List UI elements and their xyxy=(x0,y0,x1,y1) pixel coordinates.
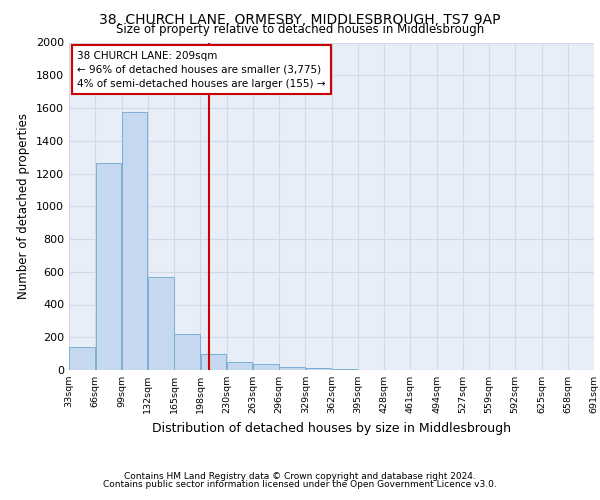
Bar xyxy=(280,366,305,370)
Bar xyxy=(95,163,121,370)
Y-axis label: Number of detached properties: Number of detached properties xyxy=(17,114,31,299)
X-axis label: Distribution of detached houses by size in Middlesbrough: Distribution of detached houses by size … xyxy=(152,422,511,434)
Text: 38, CHURCH LANE, ORMESBY, MIDDLESBROUGH, TS7 9AP: 38, CHURCH LANE, ORMESBY, MIDDLESBROUGH,… xyxy=(99,12,501,26)
Bar xyxy=(175,334,200,370)
Text: Contains HM Land Registry data © Crown copyright and database right 2024.: Contains HM Land Registry data © Crown c… xyxy=(124,472,476,481)
Text: Contains public sector information licensed under the Open Government Licence v3: Contains public sector information licen… xyxy=(103,480,497,489)
Bar xyxy=(227,362,253,370)
Bar xyxy=(148,278,173,370)
Bar xyxy=(253,364,278,370)
Text: Size of property relative to detached houses in Middlesbrough: Size of property relative to detached ho… xyxy=(116,22,484,36)
Bar xyxy=(70,347,95,370)
Bar xyxy=(122,112,148,370)
Bar xyxy=(305,368,331,370)
Bar xyxy=(332,369,358,370)
Text: 38 CHURCH LANE: 209sqm
← 96% of detached houses are smaller (3,775)
4% of semi-d: 38 CHURCH LANE: 209sqm ← 96% of detached… xyxy=(77,50,325,88)
Bar xyxy=(200,354,226,370)
